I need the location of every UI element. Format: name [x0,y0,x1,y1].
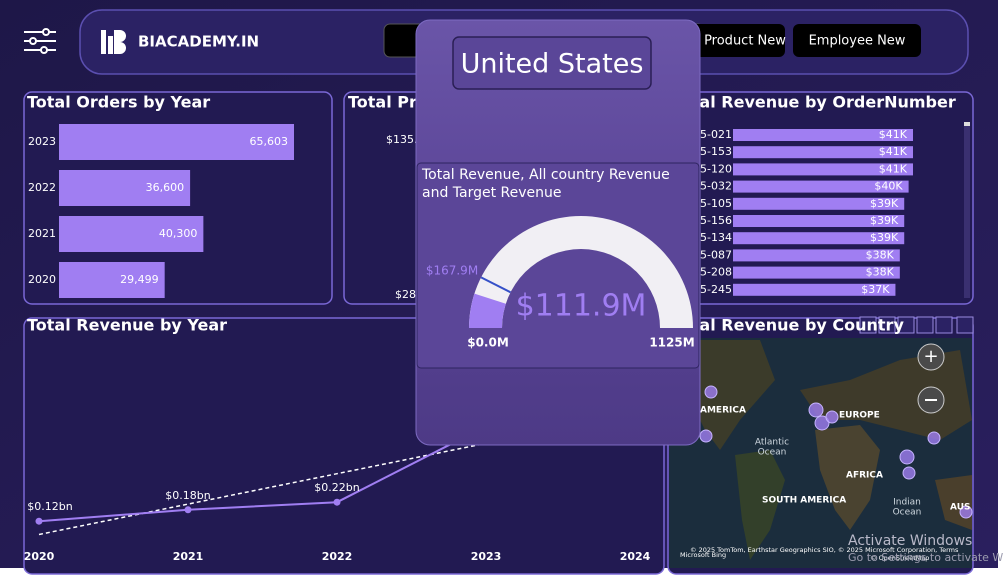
category-label: 5-032 [700,180,732,193]
x-tick-label: 2024 [620,550,651,563]
data-label: $28 [395,288,416,301]
category-label: 2022 [28,181,56,194]
bar [733,146,913,159]
data-label: 65,603 [250,135,289,148]
scrollbar[interactable] [964,122,970,298]
nav-button[interactable] [690,24,785,57]
x-tick-label: 2023 [471,550,502,563]
chart-title: Total Pro [348,93,428,112]
point [184,506,192,514]
map-imagery[interactable]: + [669,338,973,568]
bar [733,266,900,279]
bar [733,249,900,262]
bar [59,262,165,298]
brand: BIACADEMY.IN [138,33,259,51]
data-label: $39K [870,231,899,244]
nav-button[interactable] [793,24,921,57]
category-label: 5-087 [700,248,732,261]
data-label: 36,600 [146,181,185,194]
chart-title: Total Revenue by Country [672,316,904,335]
map-attribution: © 2025 TomTom, Earthstar Geographics SIO… [690,546,959,554]
chart-title: Total Orders by Year [27,93,210,112]
logo [101,30,126,54]
map-label: AMERICA [700,406,746,416]
gauge-target-label: $167.9M [426,264,478,278]
data-label: $41K [879,162,908,175]
gauge-max-label: 1125M [649,336,694,350]
gauge-target [480,276,511,294]
x-tick-label: 2022 [322,550,353,563]
data-label: $0.12bn [27,500,72,513]
data-label: 40,300 [159,227,198,240]
data-label: 29,499 [120,273,159,286]
map-label: EUROPE [839,411,880,421]
category-label: 5-156 [700,214,732,227]
svg-text:+: + [923,346,938,367]
data-label: $0.18bn [165,489,210,502]
slicer-box[interactable] [452,36,652,90]
data-label: $37K [861,283,890,296]
category-label: 5-153 [700,145,732,158]
filter-icon[interactable] [24,28,56,54]
map-ocean-label: Ocean [893,508,922,518]
category-label: 5-105 [700,197,732,210]
x-tick-label: 2021 [173,550,204,563]
watermark-title: Activate Windows [848,533,972,549]
bar [59,124,294,160]
gauge-fill [469,293,506,328]
gauge-value: $111.9M [516,289,647,324]
bar [59,216,204,252]
map-label: AFRICA [846,471,883,481]
category-label: 5-120 [700,162,732,175]
scrollbar-thumb[interactable] [964,122,970,126]
bar [733,163,913,176]
visual-toolbar[interactable] [859,316,974,334]
map-label: SOUTH AMERICA [762,496,846,506]
map-ocean-label: Ocean [758,448,787,458]
point [35,517,43,525]
map-ocean-label: Indian [893,498,921,508]
data-label: $38K [866,248,895,261]
category-label: 2021 [28,227,56,240]
map-provider: Microsoft Bing [680,551,726,559]
bar [733,283,896,296]
bar [733,129,913,141]
category-label: 2023 [28,135,56,148]
watermark-subtitle: Go to Settings to activate Windows. [848,551,1004,564]
chart-title: Total Revenue by Year [27,316,227,335]
category-label: 5-021 [700,128,732,141]
bar [733,180,909,193]
map-label: AUS [950,503,970,513]
data-label: $41K [879,128,908,141]
category-label: 5-245 [700,283,732,296]
category-label: 5-134 [700,231,732,244]
nav-button-label[interactable]: Employee New [809,34,906,49]
data-label: $135.0 [386,133,425,146]
data-label: $38K [866,266,895,279]
category-label: 5-208 [700,266,732,279]
bar [733,232,905,245]
chart-title: Total Revenue by OrderNumber [672,93,956,112]
gauge-track [469,216,693,328]
category-label: 2020 [28,273,56,286]
data-label: $39K [870,214,899,227]
data-label: $39K [870,197,899,210]
map-osm: © OpenStreetMap [870,554,929,562]
bar [733,197,905,210]
line [38,425,487,523]
point [333,498,341,506]
chart-title: Total Revenue, All country Revenue and Ta… [421,167,670,201]
bar [59,170,191,206]
x-tick-label: 2020 [24,550,55,563]
data-label: $41K [879,145,908,158]
data-label: $0.22bn [314,481,359,494]
gauge-min-label: $0.0M [467,336,509,350]
bar [733,215,905,227]
map-ocean-label: Atlantic [755,438,789,448]
trend-line [38,442,487,536]
slicer-value[interactable]: United States [461,49,644,80]
nav-button-label[interactable]: Product New [704,34,786,49]
data-label: $40K [874,180,903,193]
